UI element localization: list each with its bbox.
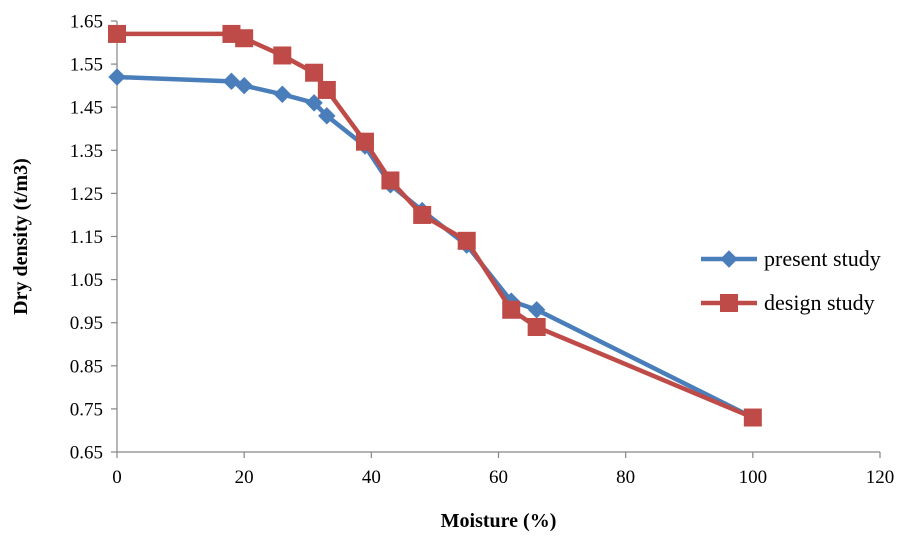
data-point (222, 72, 241, 91)
data-point (305, 63, 324, 82)
series-layer (108, 24, 762, 427)
data-point (527, 318, 546, 337)
y-tick-label: 1.35 (70, 141, 103, 162)
data-point (381, 171, 400, 190)
y-ticks: 0.65 0.75 0.85 0.95 1.05 1.15 1.25 1.35 1.45 1.55… (70, 12, 117, 464)
series-line (117, 31, 754, 420)
data-point (273, 85, 292, 103)
data-point (273, 46, 292, 65)
data-point (502, 300, 521, 319)
x-tick-label: 80 (616, 467, 635, 488)
y-tick-label: 0.85 (70, 356, 103, 377)
y-axis-title: Dry density (t/m3) (10, 158, 32, 315)
y-tick-label: 0.65 (70, 443, 103, 464)
y-tick-label: 0.95 (70, 313, 103, 334)
x-tick-label: 40 (362, 467, 381, 488)
legend-item: present study (701, 246, 881, 271)
series-present-study (108, 68, 762, 427)
data-point (527, 301, 546, 319)
x-ticks: 0 20 40 60 80 100 120 (112, 452, 894, 488)
legend: present study design study (701, 246, 881, 315)
data-point (318, 107, 336, 125)
y-tick-label: 0.75 (70, 399, 103, 420)
data-point (108, 68, 126, 86)
axes: 0.65 0.75 0.85 0.95 1.05 1.15 1.25 1.35 1.45 1.55… (70, 12, 895, 489)
data-point (413, 205, 432, 224)
y-tick-label: 1.45 (70, 98, 103, 119)
legend-marker (720, 294, 738, 312)
data-point (235, 29, 254, 48)
series-line (116, 74, 754, 420)
data-point (457, 231, 476, 250)
legend-label: design study (764, 290, 875, 315)
y-tick-label: 1.55 (70, 55, 103, 76)
y-tick-label: 1.65 (70, 12, 103, 33)
data-point (317, 80, 336, 99)
x-tick-label: 20 (235, 467, 254, 488)
y-tick-label: 1.25 (70, 184, 103, 205)
data-point (355, 132, 374, 151)
x-tick-label: 100 (739, 467, 768, 488)
legend-marker (720, 250, 738, 268)
y-tick-label: 1.15 (70, 227, 103, 248)
data-point (743, 408, 762, 427)
data-point (108, 24, 126, 43)
data-point (235, 76, 253, 95)
x-tick-label: 60 (489, 467, 508, 488)
series-design-study (108, 24, 762, 427)
y-tick-label: 1.05 (70, 270, 103, 291)
legend-label: present study (764, 246, 881, 271)
x-tick-label: 120 (866, 467, 895, 488)
x-tick-label: 0 (112, 467, 122, 488)
legend-item: design study (701, 290, 875, 315)
x-axis-title: Moisture (%) (441, 510, 557, 532)
